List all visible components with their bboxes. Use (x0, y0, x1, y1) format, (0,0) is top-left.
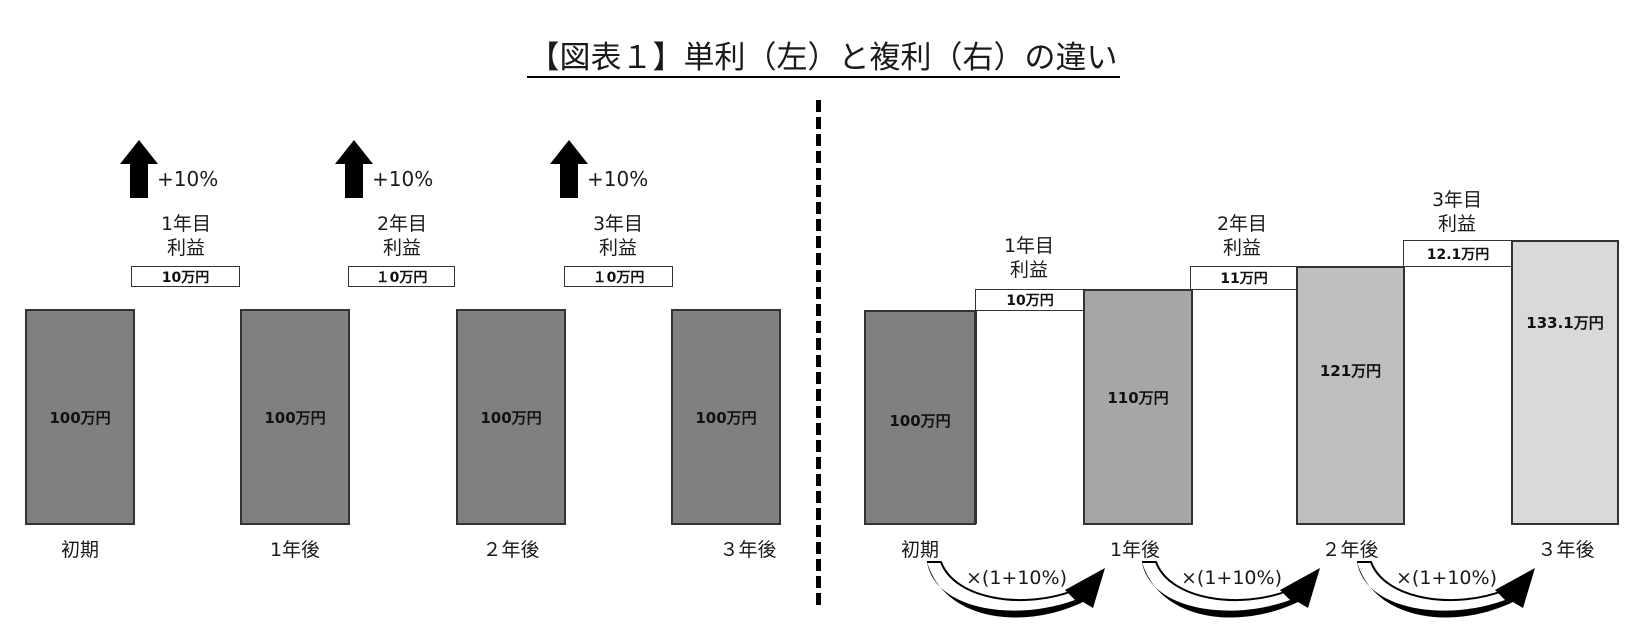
x-label: 1年後 (269, 539, 321, 561)
bar: 121万円 (1296, 266, 1405, 525)
curved-arrow-icon (1357, 561, 1535, 618)
step-spacer (1188, 289, 1296, 524)
x-label: ２年後 (482, 539, 540, 561)
x-label: ３年後 (1537, 539, 1595, 561)
profit-amount-box: 10万円 (975, 289, 1085, 311)
profit-amount-box: 12.1万円 (1403, 240, 1513, 267)
x-label: ３年後 (719, 539, 777, 561)
bar: 100万円 (671, 309, 781, 525)
multiplier-label: ×(1+10%) (1181, 567, 1282, 589)
dashed-divider (816, 100, 821, 610)
rate-label: +10% (372, 167, 434, 191)
bar: 133.1万円 (1511, 240, 1619, 525)
x-label: ２年後 (1321, 539, 1379, 561)
up-arrow-icon (550, 140, 588, 198)
curved-arrow-icon (927, 561, 1105, 618)
profit-amount-box: 10万円 (131, 266, 240, 287)
bar: 100万円 (25, 309, 135, 525)
multiplier-label: ×(1+10%) (966, 567, 1067, 589)
step-spacer (975, 310, 1083, 524)
profit-amount-box: １0万円 (348, 266, 455, 287)
rate-label: +10% (157, 167, 219, 191)
bar: 100万円 (864, 310, 976, 525)
x-label: 初期 (60, 539, 99, 561)
profit-label: 3年目 利益 (592, 213, 644, 259)
curved-arrow-icon (1142, 561, 1320, 618)
bar: 100万円 (456, 309, 566, 525)
profit-label: 1年目 利益 (1003, 235, 1055, 281)
bar: 110万円 (1083, 289, 1193, 525)
profit-label: 2年目 利益 (376, 213, 428, 259)
profit-amount-box: １0万円 (564, 266, 673, 287)
page-title: 【図表１】単利（左）と複利（右）の違い (526, 40, 1120, 78)
step-spacer (1403, 266, 1511, 524)
profit-label: 1年目 利益 (160, 213, 212, 259)
rate-label: +10% (587, 167, 649, 191)
bar: 100万円 (240, 309, 350, 525)
profit-amount-box: 11万円 (1190, 266, 1298, 290)
up-arrow-icon (335, 140, 373, 198)
x-label: 初期 (900, 539, 939, 561)
up-arrow-icon (120, 140, 158, 198)
x-label: 1年後 (1109, 539, 1161, 561)
profit-label: 3年目 利益 (1431, 189, 1483, 235)
multiplier-label: ×(1+10%) (1396, 567, 1497, 589)
profit-label: 2年目 利益 (1216, 213, 1268, 259)
